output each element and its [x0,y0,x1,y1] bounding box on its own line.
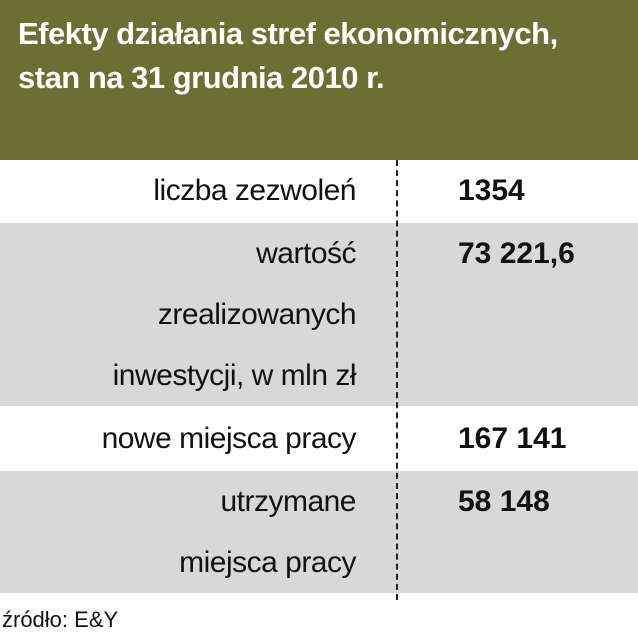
row-value: 1354 [458,174,525,207]
title-line: stan na 31 grudnia 2010 r. [18,60,385,95]
row-value: 58 148 [458,485,550,518]
title-line: Efekty działania stref ekonomicznych, [18,16,558,51]
label-line: wartość [256,237,356,270]
label-line: liczba zezwoleń [153,174,356,207]
source: źródło: E&Y [2,607,119,632]
table-row: liczba zezwoleń 1354 [0,160,638,223]
label-line: inwestycji, w mln zł [112,359,357,392]
table-row: wartość zrealizowanych inwestycji, w mln z… [0,223,638,408]
row-label: liczba zezwoleń [0,160,356,221]
row-label: nowe miejsca pracy [0,408,357,469]
label-line: nowe miejsca pracy [101,422,357,455]
row-value: 73 221,6 [458,237,575,270]
column-divider [396,160,398,600]
table-row: nowe miejsca pracy 167 141 [0,408,638,471]
label-line: miejsca pracy [179,546,356,579]
table-row: utrzymane miejsca pracy 58 148 [0,471,638,595]
row-label: utrzymane miejsca pracy [0,471,356,593]
table: liczba zezwoleń 1354 wartość zrealizowanych… [0,160,638,600]
header: Efekty działania stref ekonomicznych, sta… [0,0,638,160]
row-label: wartość zrealizowanych inwestycji, w mln z… [0,223,357,406]
label-line: utrzymane [220,485,356,518]
label-line: zrealizowanych [157,298,357,331]
row-value: 167 141 [458,422,567,455]
